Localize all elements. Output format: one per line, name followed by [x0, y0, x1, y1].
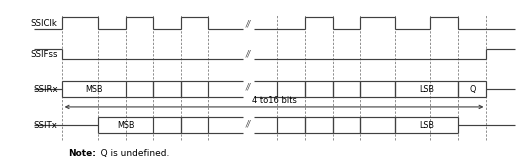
Text: SSITx: SSITx	[33, 121, 58, 130]
Text: Q: Q	[469, 85, 475, 94]
Text: //: //	[246, 19, 251, 29]
Text: //: //	[246, 50, 251, 59]
Text: //: //	[246, 119, 251, 128]
Text: MSB: MSB	[117, 121, 134, 130]
Text: SSIRx: SSIRx	[33, 85, 58, 94]
Text: LSB: LSB	[419, 121, 434, 130]
Text: Q is undefined.: Q is undefined.	[92, 149, 169, 158]
Text: LSB: LSB	[419, 85, 434, 94]
Text: SSIFss: SSIFss	[30, 50, 58, 59]
Text: 4 to16 bits: 4 to16 bits	[252, 96, 297, 105]
Text: //: //	[246, 83, 251, 92]
Text: Note:: Note:	[68, 149, 96, 158]
Text: MSB: MSB	[85, 85, 103, 94]
Text: SSIClk: SSIClk	[31, 19, 58, 28]
